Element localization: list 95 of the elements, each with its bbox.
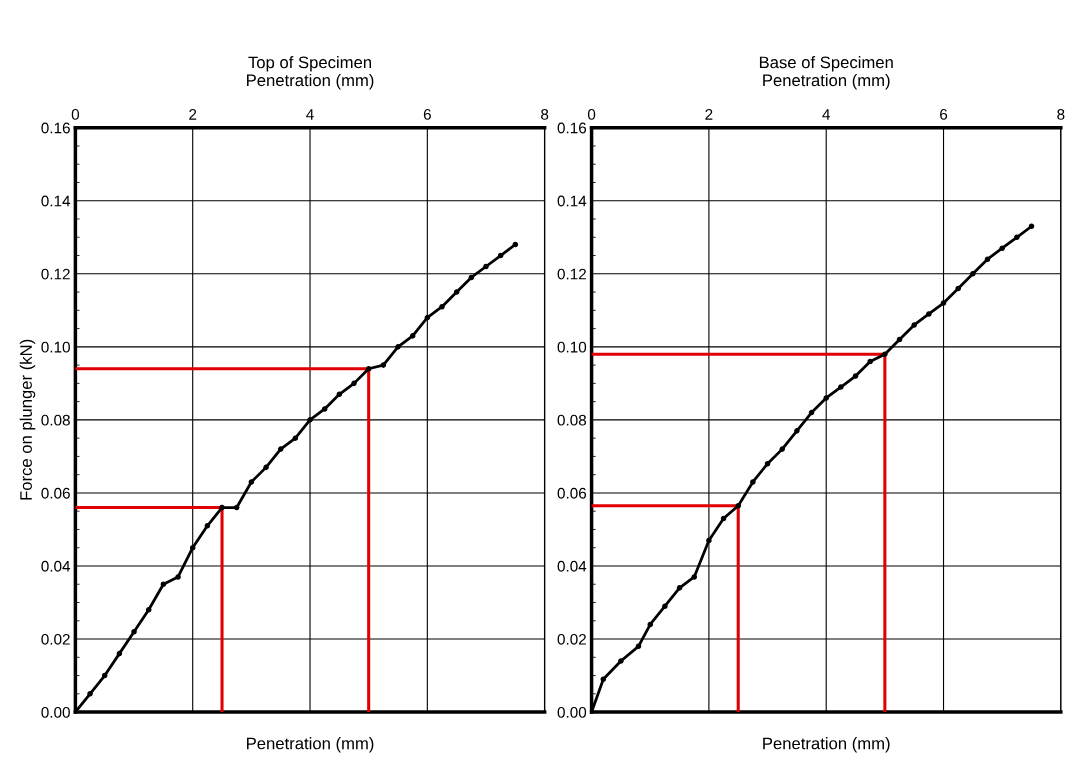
- x-tick-label: 0: [71, 109, 80, 120]
- x-axis-title: Penetration (mm): [763, 737, 890, 753]
- chart-title: Top of Specimen: [248, 56, 372, 72]
- point: [838, 384, 844, 390]
- x-tick-label: 8: [1057, 109, 1065, 120]
- point: [896, 336, 903, 343]
- point: [351, 380, 357, 387]
- y-tick-label: 0.00: [557, 706, 587, 718]
- point: [189, 544, 196, 551]
- x2-axis-title: Penetration (mm): [763, 73, 890, 90]
- point: [204, 523, 211, 529]
- point: [380, 362, 387, 368]
- point: [233, 504, 240, 511]
- point: [691, 574, 698, 580]
- x-tick-label: 4: [306, 109, 314, 120]
- point: [1028, 223, 1035, 230]
- y-tick-label: 0.08: [41, 414, 70, 426]
- point: [160, 581, 167, 588]
- point: [116, 650, 123, 657]
- point: [219, 504, 225, 511]
- point: [999, 245, 1005, 252]
- point: [926, 311, 932, 317]
- point: [365, 365, 372, 372]
- point: [1014, 234, 1020, 241]
- point: [618, 658, 624, 664]
- y-tick-label: 0.06: [41, 487, 70, 499]
- point: [101, 672, 108, 679]
- x-tick-label: 2: [705, 109, 713, 120]
- y-tick-label: 0.02: [557, 633, 586, 645]
- point: [395, 344, 401, 350]
- x-tick-label: 0: [587, 109, 596, 120]
- y-axis-title: Force on plunger (kN): [19, 339, 36, 500]
- point: [145, 607, 152, 613]
- point: [647, 621, 654, 628]
- point: [911, 322, 917, 328]
- point: [409, 333, 416, 339]
- x-tick-label: 2: [189, 109, 197, 120]
- point: [662, 603, 668, 609]
- point: [439, 303, 445, 310]
- point: [955, 285, 961, 292]
- point: [512, 241, 519, 248]
- x-tick-label: 6: [423, 109, 431, 120]
- point: [867, 358, 873, 365]
- point: [750, 479, 756, 485]
- y-tick-label: 0.04: [557, 560, 587, 572]
- point: [248, 479, 255, 485]
- x-tick-label: 6: [940, 109, 948, 120]
- point: [277, 446, 284, 452]
- point: [970, 271, 976, 277]
- point: [321, 406, 328, 412]
- y-tick-label: 0.16: [41, 122, 70, 134]
- point: [823, 395, 829, 401]
- x2-axis-title: Penetration (mm): [247, 73, 374, 90]
- point: [940, 300, 947, 306]
- point: [87, 691, 93, 697]
- y-tick-label: 0.16: [557, 122, 587, 134]
- point: [764, 460, 771, 467]
- point: [882, 351, 888, 357]
- y-tick-label: 0.10: [41, 341, 70, 353]
- y-tick-label: 0.08: [557, 414, 587, 426]
- x-tick-label: 4: [822, 109, 831, 120]
- point: [852, 373, 859, 379]
- point: [292, 435, 299, 441]
- point: [600, 676, 607, 682]
- point: [307, 417, 313, 423]
- y-tick-label: 0.12: [41, 268, 70, 280]
- y-tick-label: 0.04: [41, 560, 71, 572]
- y-tick-label: 0.02: [41, 633, 70, 645]
- point: [483, 263, 489, 270]
- point: [984, 256, 991, 262]
- point: [808, 409, 815, 416]
- point: [468, 274, 475, 281]
- point: [263, 464, 269, 471]
- x-axis-title: Penetration (mm): [247, 737, 374, 753]
- point: [497, 252, 504, 259]
- point: [676, 585, 683, 591]
- y-tick-label: 0.14: [557, 195, 587, 207]
- y-tick-label: 0.12: [557, 268, 586, 280]
- point: [424, 314, 431, 321]
- point: [706, 537, 712, 544]
- y-tick-label: 0.06: [557, 487, 587, 499]
- y-tick-label: 0.14: [41, 195, 71, 207]
- point: [635, 643, 642, 650]
- point: [175, 574, 181, 580]
- point: [794, 428, 800, 434]
- point: [779, 446, 785, 452]
- point: [336, 391, 343, 398]
- y-tick-label: 0.00: [41, 706, 70, 718]
- x-tick-label: 8: [541, 109, 549, 120]
- y-tick-label: 0.10: [557, 341, 587, 353]
- point: [131, 628, 137, 635]
- point: [720, 515, 727, 522]
- chart-title: Base of Specimen: [759, 56, 893, 72]
- point: [735, 502, 742, 509]
- point: [453, 289, 460, 295]
